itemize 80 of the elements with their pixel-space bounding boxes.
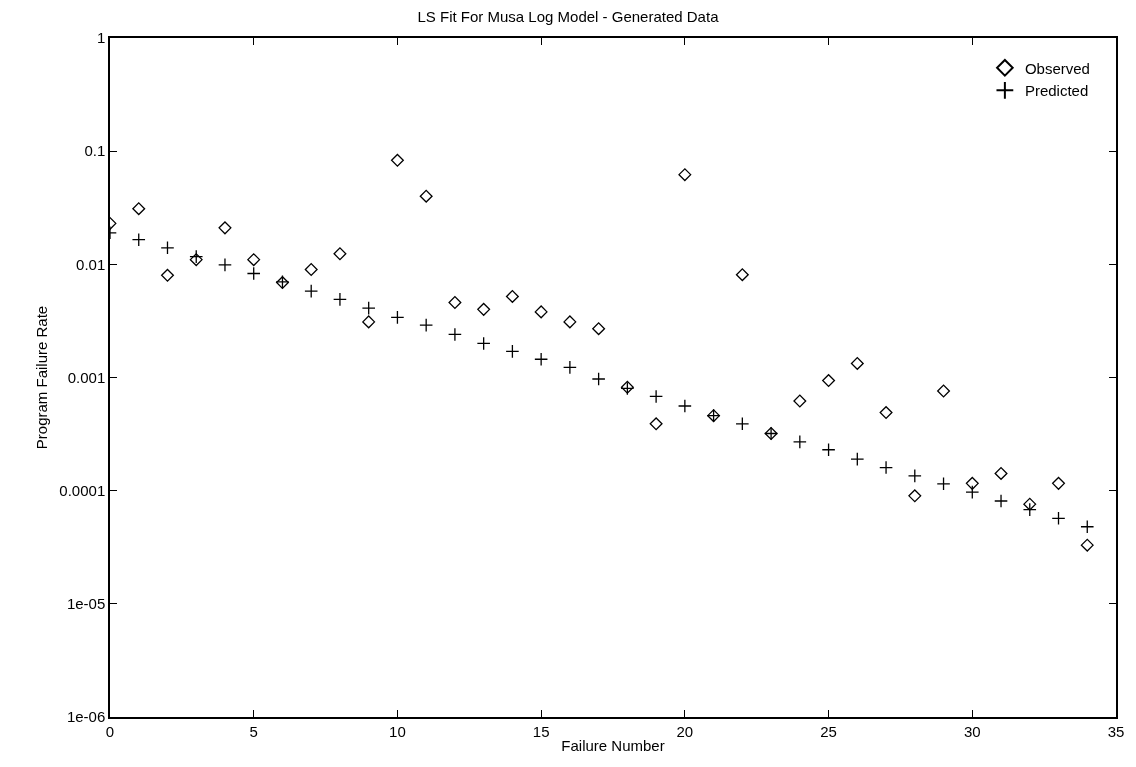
point [362, 315, 376, 329]
x-tick-label: 15 [532, 722, 550, 740]
x-tick-label: 20 [676, 722, 694, 740]
point [534, 305, 548, 319]
point [332, 292, 347, 307]
y-tick-label: 0.01 [76, 255, 106, 273]
point [649, 417, 663, 431]
point [879, 460, 894, 475]
point [189, 249, 204, 264]
point [563, 315, 577, 329]
point [1022, 502, 1037, 517]
point [965, 476, 979, 490]
point [792, 434, 807, 449]
point [735, 416, 750, 431]
point [1080, 519, 1095, 534]
point [189, 253, 203, 267]
point [1023, 497, 1037, 511]
point [505, 344, 520, 359]
point [218, 257, 232, 272]
y-axis-title: Program Failure Rate [33, 305, 51, 450]
x-tick-label: 35 [1107, 722, 1125, 740]
y-tick-label: 1e-06 [66, 708, 106, 726]
point [649, 389, 664, 404]
y-tick-label: 0.001 [67, 368, 106, 386]
y-tick-label: 1 [96, 29, 106, 47]
point [822, 374, 836, 388]
point [132, 202, 146, 216]
point [850, 356, 864, 370]
point [1080, 538, 1094, 552]
point [160, 240, 175, 255]
point [592, 322, 606, 336]
point [218, 221, 232, 235]
point [333, 247, 347, 261]
y-tick-label: 0.1 [84, 142, 106, 160]
point [850, 452, 865, 467]
x-tick-label: 5 [249, 722, 258, 740]
point [361, 301, 376, 316]
point [131, 232, 146, 247]
point [505, 289, 519, 303]
point [390, 310, 405, 325]
x-tick-label: 0 [105, 722, 115, 740]
point [994, 466, 1008, 480]
point [562, 360, 577, 375]
point [304, 284, 319, 299]
y-tick-label: 0.0001 [59, 481, 106, 499]
point [477, 302, 491, 316]
point [793, 394, 807, 408]
point [476, 336, 491, 351]
point [965, 485, 980, 500]
point [390, 153, 404, 167]
point [1051, 511, 1066, 526]
point [908, 489, 922, 503]
x-tick-label: 30 [963, 722, 981, 740]
chart-title: LS Fit For Musa Log Model - Generated Data [417, 8, 720, 26]
point [879, 406, 893, 420]
point [678, 168, 692, 182]
point [160, 268, 174, 282]
point [735, 268, 749, 282]
legend-label: Observed [1024, 59, 1090, 77]
point [821, 442, 836, 457]
y-tick-label: 1e-05 [66, 595, 106, 613]
point [677, 399, 692, 413]
point [419, 318, 434, 333]
point [994, 494, 1008, 508]
point [419, 189, 433, 203]
point [534, 352, 549, 367]
legend-label: Predicted [1024, 82, 1089, 100]
point [246, 266, 261, 281]
point [907, 468, 922, 483]
point [936, 476, 951, 491]
point [937, 384, 951, 398]
point [304, 263, 318, 277]
x-tick-label: 25 [820, 722, 837, 740]
point [448, 296, 462, 309]
x-tick-label: 10 [389, 722, 406, 740]
point [447, 327, 462, 342]
x-axis-title: Failure Number [561, 737, 665, 755]
point [1052, 476, 1066, 490]
point [591, 372, 606, 386]
point [247, 253, 261, 267]
